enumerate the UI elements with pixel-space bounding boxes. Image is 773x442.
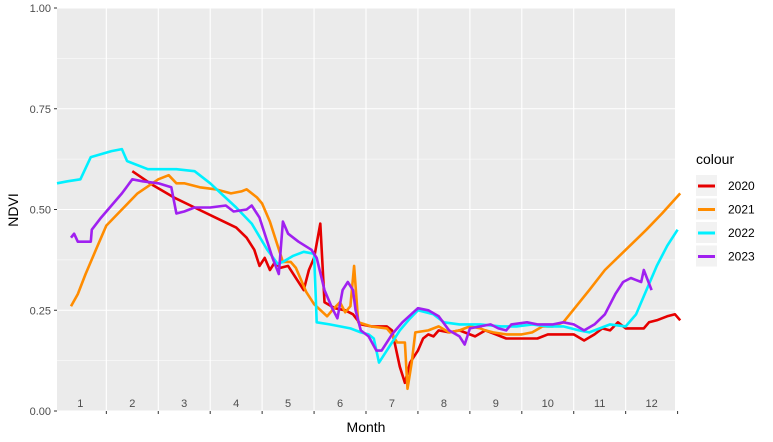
legend-title: colour xyxy=(696,151,734,167)
series-line-2021 xyxy=(69,173,682,391)
month-label-8: 8 xyxy=(441,398,447,410)
month-label-9: 9 xyxy=(493,398,499,410)
month-label-3: 3 xyxy=(181,398,187,410)
y-axis-title: NDVI xyxy=(5,193,21,226)
y-tick-label: 0.75 xyxy=(30,104,51,116)
month-label-5: 5 xyxy=(285,398,291,410)
legend-label-2022: 2022 xyxy=(728,226,755,240)
series-line-2023 xyxy=(69,178,653,352)
month-label-4: 4 xyxy=(233,398,239,410)
y-tick-label: 0.25 xyxy=(30,305,51,317)
y-tick-label: 0.50 xyxy=(30,205,51,217)
series-line-2020 xyxy=(131,170,682,385)
x-axis-title: Month xyxy=(347,419,386,435)
major-gridlines xyxy=(57,7,679,412)
month-label-1: 1 xyxy=(77,398,83,410)
legend-label-2023: 2023 xyxy=(728,250,755,264)
month-label-7: 7 xyxy=(389,398,395,410)
month-label-10: 10 xyxy=(542,398,554,410)
y-tick-label: 1.00 xyxy=(30,3,51,15)
month-label-2: 2 xyxy=(129,398,135,410)
month-label-12: 12 xyxy=(646,398,658,410)
month-labels: 1 2 3 4 5 6 7 8 9 10 11 12 xyxy=(77,398,657,410)
series-lines xyxy=(56,147,682,391)
legend-label-2020: 2020 xyxy=(728,179,755,193)
month-label-11: 11 xyxy=(594,398,605,410)
x-axis xyxy=(105,411,679,414)
month-label-6: 6 xyxy=(337,398,343,410)
y-axis: 0.00 0.25 0.50 0.75 1.00 xyxy=(30,3,57,418)
legend-label-2021: 2021 xyxy=(728,203,755,217)
y-tick-label: 0.00 xyxy=(30,406,51,418)
legend: colour 2020 2021 2022 2023 xyxy=(696,151,755,267)
